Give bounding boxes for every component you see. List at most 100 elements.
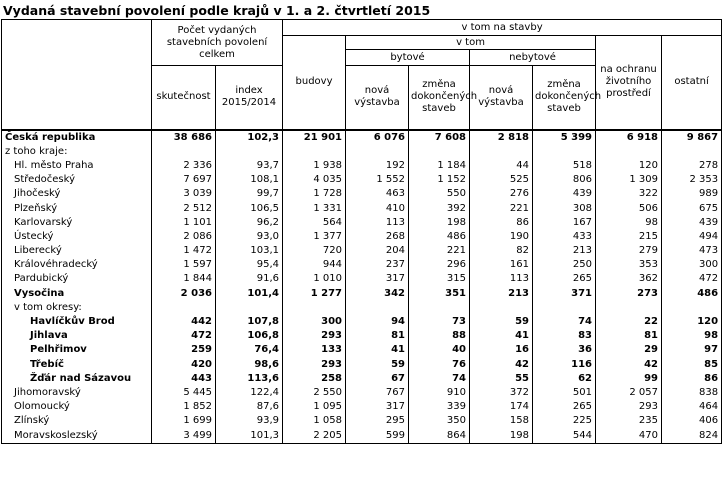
value-cell: 16: [469, 343, 534, 358]
value-cell: 518: [532, 158, 597, 174]
value-cell: 198: [469, 428, 534, 444]
value-cell: 317: [345, 272, 410, 287]
value-cell: 3 499: [151, 428, 216, 444]
header-cell: nová výstavba: [469, 65, 534, 130]
value-cell: 198: [408, 215, 471, 230]
row-label: z toho kraje:: [1, 144, 152, 159]
data-table: Počet vydaných stavebních povolení celke…: [1, 19, 722, 444]
row-label: Žďár nad Sázavou: [1, 371, 152, 386]
value-cell: 67: [345, 371, 410, 386]
value-cell: 910: [408, 385, 471, 401]
value-cell: 6 076: [345, 128, 410, 145]
value-cell: 362: [595, 272, 663, 287]
value-cell: 3 039: [151, 187, 216, 202]
value-cell: 864: [408, 428, 471, 444]
empty-cell: [345, 300, 410, 315]
empty-cell: [469, 144, 534, 159]
table-row: Středočeský 7 697 108,1 4 035 1 552 1 152 525 8…: [1, 173, 722, 188]
value-cell: 276: [469, 187, 534, 202]
table-row: Pelhřimov 259 76,4 133 41 40 16 36 29 97: [1, 343, 722, 358]
value-cell: 113: [469, 272, 534, 287]
header-cell: budovy: [282, 35, 347, 130]
header-cell: index 2015/2014: [214, 65, 284, 130]
value-cell: 158: [469, 414, 534, 429]
row-label: Karlovarský: [1, 215, 152, 230]
value-cell: 62: [532, 371, 597, 386]
value-cell: 420: [151, 357, 216, 372]
value-cell: 599: [345, 428, 410, 444]
value-cell: 720: [282, 244, 347, 259]
table-row: z toho kraje:: [1, 144, 722, 159]
value-cell: 1 058: [282, 414, 347, 429]
value-cell: 443: [151, 371, 216, 386]
header-cell: ostatní: [661, 35, 722, 130]
value-cell: 95,4: [214, 258, 284, 273]
row-label: v tom okresy:: [1, 300, 152, 315]
value-cell: 93,9: [214, 414, 284, 429]
empty-cell: [408, 144, 471, 159]
value-cell: 1 728: [282, 187, 347, 202]
value-cell: 506: [595, 201, 663, 216]
value-cell: 350: [408, 414, 471, 429]
value-cell: 2 086: [151, 229, 216, 244]
value-cell: 93,7: [214, 158, 284, 174]
row-label: Jihomoravský: [1, 385, 152, 401]
table-row: Havlíčkův Brod 442 107,8 300 94 73 59 74 22 120: [1, 314, 722, 330]
value-cell: 1 152: [408, 173, 471, 188]
value-cell: 237: [345, 258, 410, 273]
table-row: Třebíč 420 98,6 293 59 76 42 116 42 85: [1, 357, 722, 372]
value-cell: 293: [282, 357, 347, 372]
value-cell: 6 918: [595, 128, 663, 145]
empty-cell: [661, 144, 722, 159]
value-cell: 91,6: [214, 272, 284, 287]
value-cell: 102,3: [214, 128, 284, 145]
header-cell: skutečnost: [151, 65, 216, 130]
value-cell: 106,5: [214, 201, 284, 216]
value-cell: 442: [151, 314, 216, 330]
value-cell: 300: [282, 314, 347, 330]
value-cell: 133: [282, 343, 347, 358]
value-cell: 120: [595, 158, 663, 174]
table-row: Olomoucký 1 852 87,6 1 095 317 339 174 265 293 46…: [1, 400, 722, 415]
value-cell: 259: [151, 343, 216, 358]
value-cell: 2 550: [282, 385, 347, 401]
value-cell: 339: [408, 400, 471, 415]
value-cell: 81: [595, 329, 663, 344]
value-cell: 97: [661, 343, 722, 358]
value-cell: 675: [661, 201, 722, 216]
value-cell: 42: [469, 357, 534, 372]
value-cell: 2 512: [151, 201, 216, 216]
value-cell: 74: [532, 314, 597, 330]
value-cell: 213: [532, 244, 597, 259]
value-cell: 1 699: [151, 414, 216, 429]
value-cell: 42: [595, 357, 663, 372]
empty-cell: [469, 300, 534, 315]
table-row: v tom okresy:: [1, 300, 722, 315]
value-cell: 293: [282, 329, 347, 344]
value-cell: 120: [661, 314, 722, 330]
value-cell: 103,1: [214, 244, 284, 259]
table-row: Ústecký 2 086 93,0 1 377 268 486 190 433 215 494: [1, 229, 722, 244]
table-row: Královéhradecký 1 597 95,4 944 237 296 161 250 3…: [1, 258, 722, 273]
value-cell: 85: [661, 357, 722, 372]
row-label: Pardubický: [1, 272, 152, 287]
value-cell: 472: [151, 329, 216, 344]
value-cell: 74: [408, 371, 471, 386]
value-cell: 81: [345, 329, 410, 344]
value-cell: 1 095: [282, 400, 347, 415]
empty-cell: [408, 300, 471, 315]
empty-cell: [151, 300, 216, 315]
header-cell: v tom na stavby: [282, 19, 722, 36]
value-cell: 439: [532, 187, 597, 202]
value-cell: 806: [532, 173, 597, 188]
value-cell: 190: [469, 229, 534, 244]
value-cell: 279: [595, 244, 663, 259]
row-label: Hl. město Praha: [1, 158, 152, 174]
table-row: Vysočina 2 036 101,4 1 277 342 351 213 371 273 48…: [1, 286, 722, 301]
table-row: Česká republika 38 686 102,3 21 901 6 076 7 6…: [1, 128, 722, 145]
table-body: Česká republika 38 686 102,3 21 901 6 076 7 6…: [1, 128, 722, 444]
value-cell: 1 472: [151, 244, 216, 259]
value-cell: 29: [595, 343, 663, 358]
table-row: Jihočeský 3 039 99,7 1 728 463 550 276 439 322 98…: [1, 187, 722, 202]
